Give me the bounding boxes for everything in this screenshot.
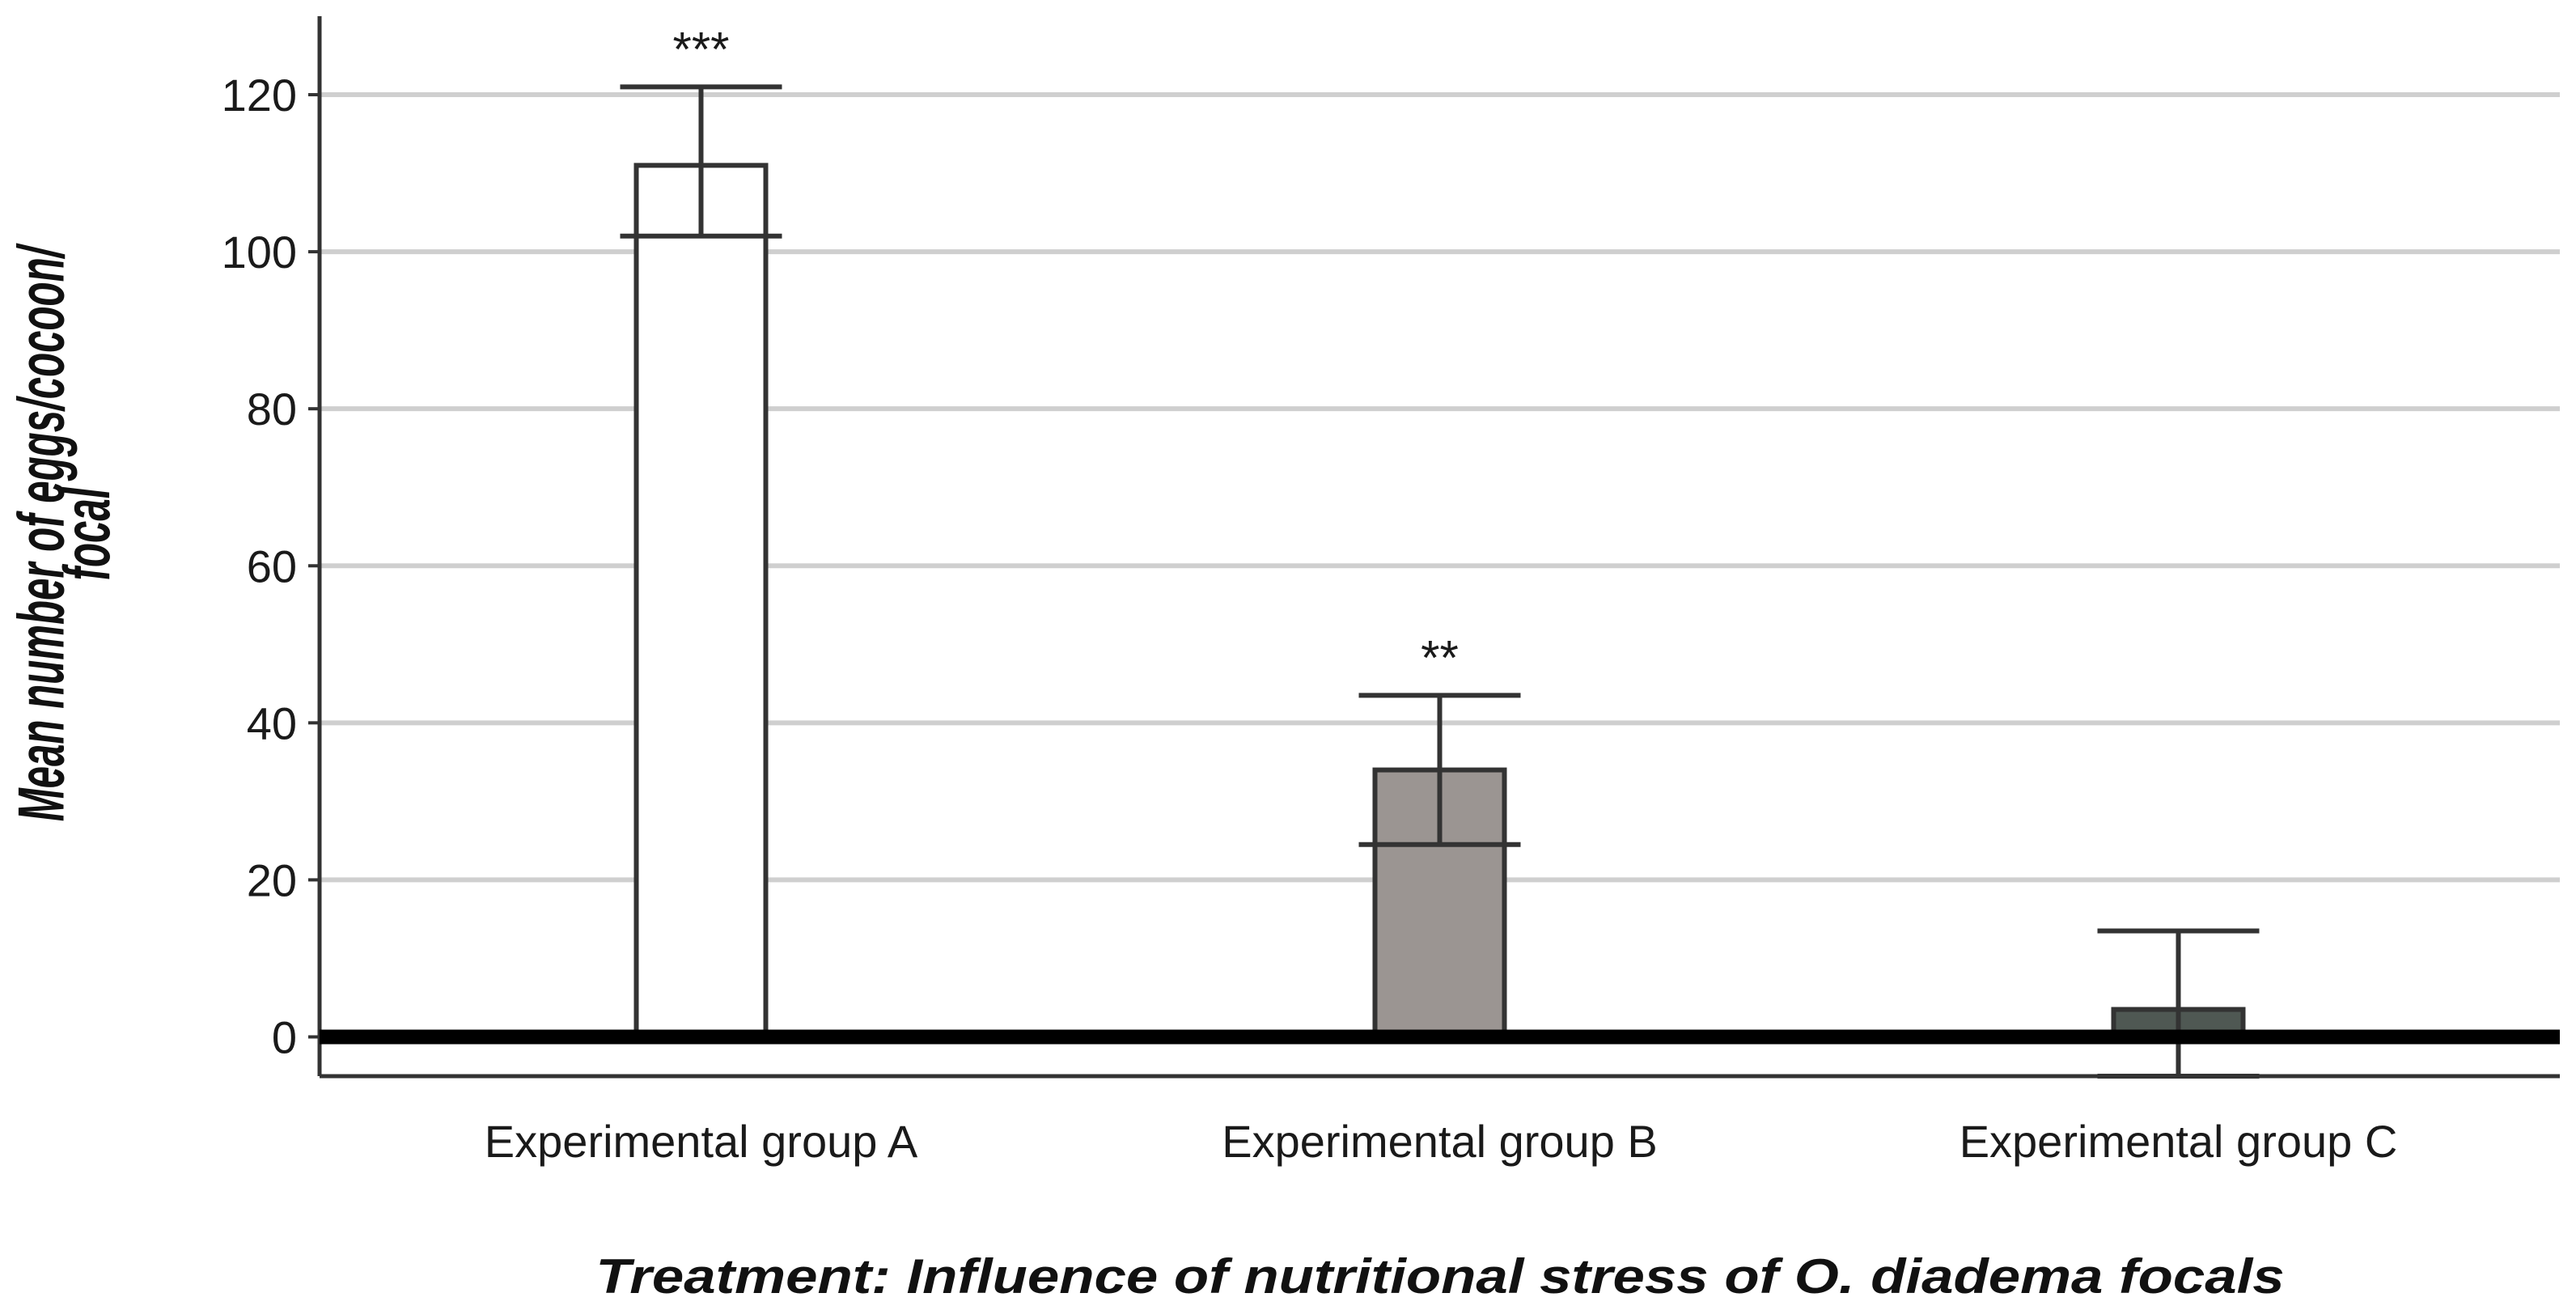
bar-1	[633, 163, 769, 1040]
y-tick-label-20: 20	[247, 854, 297, 905]
category-label-3: Experimental group C	[1960, 1116, 2398, 1167]
y-tick-labels: 0 20 40 60 80 100 120	[222, 70, 320, 1062]
bars	[633, 163, 2246, 1040]
y-axis-title-line-2: focal	[51, 487, 125, 581]
y-axis-title: Mean number of eggs/cocoon/ focal	[5, 243, 124, 821]
category-label-1: Experimental group A	[485, 1116, 918, 1167]
significance-marker-1: ***	[672, 22, 729, 76]
y-tick-label-60: 60	[247, 541, 297, 591]
y-tick-label-120: 120	[222, 70, 297, 121]
x-axis-title: Treatment: Influence of nutritional stre…	[595, 1249, 2284, 1304]
y-tick-label-100: 100	[222, 227, 297, 278]
y-tick-label-0: 0	[272, 1011, 297, 1062]
significance-marker-2: **	[1421, 630, 1459, 685]
error-bars	[620, 84, 2260, 1079]
y-tick-label-40: 40	[247, 697, 297, 748]
category-label-2: Experimental group B	[1222, 1116, 1658, 1167]
y-tick-label-80: 80	[247, 384, 297, 435]
significance-markers: *****	[672, 22, 1458, 685]
y-axis-title-line-1: Mean number of eggs/cocoon/	[5, 243, 78, 821]
category-labels: Experimental group A Experimental group B…	[485, 1116, 2398, 1167]
